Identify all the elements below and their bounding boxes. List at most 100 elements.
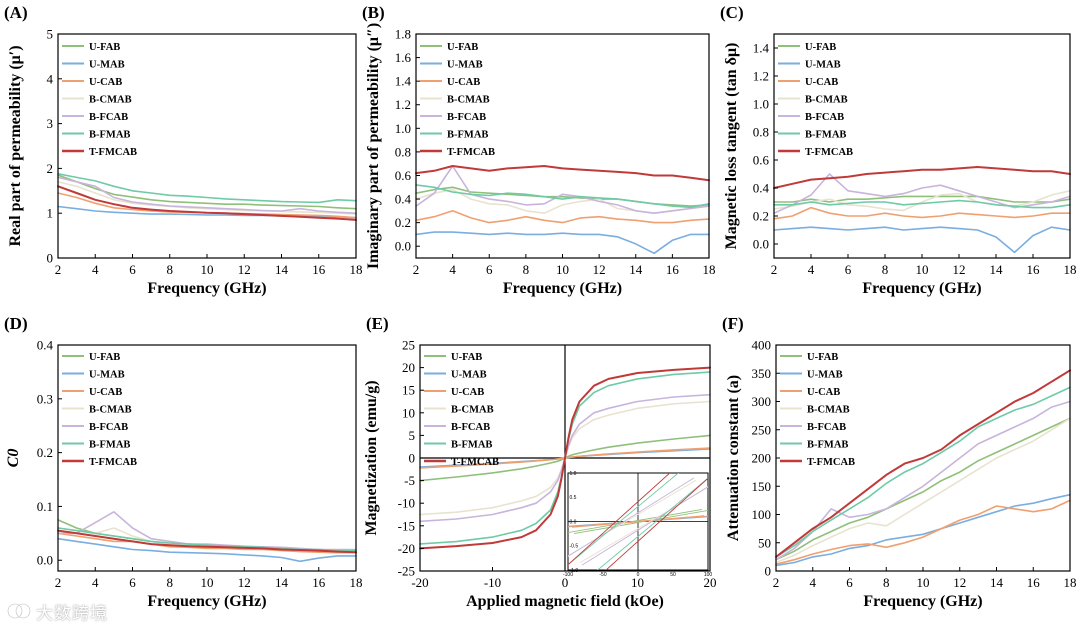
y-tick-label: 200 (752, 451, 772, 466)
series-line-u-mab (775, 493, 1071, 567)
series-line-u-fab (57, 174, 357, 210)
series-line-u-mab (773, 226, 1071, 254)
legend-label: U-MAB (89, 59, 125, 70)
legend-label: T-FMCAB (447, 147, 495, 158)
x-tick-label: 2 (773, 575, 780, 590)
panel-label: (A) (4, 3, 28, 22)
panel-b-imaginary-permeability: (B) 2 4 6 8 10 12 14 16 18 0.0 0.2 0.4 0.6 0.8 1.0 1.2 1.… (362, 3, 716, 297)
legend-label: U-MAB (807, 369, 843, 380)
y-tick-label: 0.0 (37, 553, 53, 568)
inset-y-tick-label: 1.0 (570, 471, 577, 477)
legend-label: B-FMAB (89, 129, 130, 140)
series-line-u-cab (415, 210, 710, 224)
series-line-u-cab (773, 206, 1071, 220)
x-tick-label: 16 (312, 262, 326, 277)
panel-label: (F) (722, 314, 744, 333)
inset-hysteresis: -100 -50 0 50 100 -1.0 -0.5 0.0 0.5 1.0 (563, 471, 712, 578)
y-tick-label: 4 (47, 71, 54, 86)
x-axis-title: Applied magnetic field (kOe) (466, 593, 664, 610)
x-tick-label: 6 (846, 575, 853, 590)
x-tick-label: 8 (167, 262, 174, 277)
legend-label: B-FMAB (805, 129, 846, 140)
y-tick-label: 1.2 (753, 69, 769, 84)
legend-label: B-CMAB (451, 404, 494, 415)
series-line-t-fmcab (773, 166, 1071, 189)
y-tick-label: 0.3 (37, 391, 53, 406)
series-line-b-cmab (773, 190, 1071, 212)
y-axis-title: Magnetic loss tangent (tan δμ) (723, 43, 740, 250)
y-tick-label: 0.4 (753, 181, 770, 196)
y-tick-label: 1.6 (395, 50, 412, 65)
x-tick-label: 4 (810, 575, 817, 590)
inset-x-tick-label: -100 (563, 572, 573, 578)
y-tick-label: 50 (758, 535, 771, 550)
series-line-u-cab (57, 532, 357, 554)
y-axis-title: Magnetization (emu/g) (363, 380, 380, 535)
legend-label: B-FCAB (89, 112, 128, 123)
inset-loop-branch-t-fmcab (605, 477, 708, 570)
legend-label: U-FAB (447, 42, 478, 53)
y-tick-label: 1.4 (753, 41, 770, 56)
legend-label: B-CMAB (805, 94, 848, 105)
y-tick-label: 0.2 (395, 215, 411, 230)
y-tick-label: 15 (402, 383, 415, 398)
x-tick-label: 14 (990, 262, 1004, 277)
series-line-b-fmab (773, 199, 1071, 209)
x-tick-label: -10 (484, 575, 501, 590)
x-tick-label: 8 (882, 262, 889, 277)
legend-label: U-FAB (451, 352, 482, 363)
x-tick-label: 16 (312, 575, 326, 590)
series-line-b-fcab (415, 165, 710, 214)
series-line-b-fcab (775, 400, 1071, 561)
x-tick-label: 10 (917, 575, 930, 590)
x-tick-label: 4 (92, 575, 99, 590)
x-tick-label: 18 (350, 575, 363, 590)
x-tick-label: -20 (411, 575, 428, 590)
series-line-b-fmab (415, 184, 710, 209)
legend-label: U-FAB (807, 352, 838, 363)
x-tick-label: 6 (486, 262, 493, 277)
x-axis-title: Frequency (GHz) (863, 593, 982, 610)
legend-label: U-CAB (451, 387, 484, 398)
y-tick-label: 20 (402, 360, 415, 375)
y-tick-label: -15 (398, 518, 415, 533)
x-tick-label: 10 (201, 262, 214, 277)
y-tick-label: 300 (752, 394, 772, 409)
x-tick-label: 12 (953, 262, 966, 277)
panel-label: (B) (362, 3, 385, 22)
series-line-u-fab (415, 186, 710, 207)
inset-loop-branch-u-cab (571, 515, 708, 528)
series-line-t-fmcab (419, 366, 711, 550)
legend-label: U-MAB (451, 369, 487, 380)
legend-label: B-CMAB (89, 94, 132, 105)
x-axis-title: Frequency (GHz) (147, 593, 266, 610)
x-tick-label: 12 (953, 575, 966, 590)
legend-label: B-FMAB (89, 439, 130, 450)
y-axis-title: Attenuation constant (a) (725, 375, 742, 541)
x-tick-label: 18 (1064, 575, 1077, 590)
legend-label: B-FCAB (807, 422, 846, 433)
inset-y-tick-label: 0.0 (570, 519, 577, 525)
x-tick-label: 14 (990, 575, 1004, 590)
y-tick-label: 3 (47, 116, 54, 131)
y-tick-label: 1 (47, 206, 54, 221)
y-tick-label: 100 (752, 507, 772, 522)
legend-label: B-CMAB (807, 404, 850, 415)
x-tick-label: 10 (631, 575, 644, 590)
legend-label: U-CAB (89, 77, 122, 88)
panel-label: (D) (4, 314, 28, 333)
series-line-t-fmcab (57, 185, 357, 221)
legend-label: B-FMAB (807, 439, 848, 450)
y-tick-label: 1.2 (395, 97, 411, 112)
series-line-b-cmab (57, 181, 357, 215)
legend-label: B-CMAB (447, 94, 490, 105)
inset-loop-branch-t-fmcab (568, 473, 671, 566)
x-tick-label: 12 (593, 262, 606, 277)
y-tick-label: -5 (404, 473, 415, 488)
inset-loop-branch-b-fcab (581, 486, 708, 566)
y-tick-label: 5 (47, 27, 54, 42)
legend-label: B-FCAB (89, 422, 128, 433)
series-line-b-fmab (57, 173, 357, 204)
